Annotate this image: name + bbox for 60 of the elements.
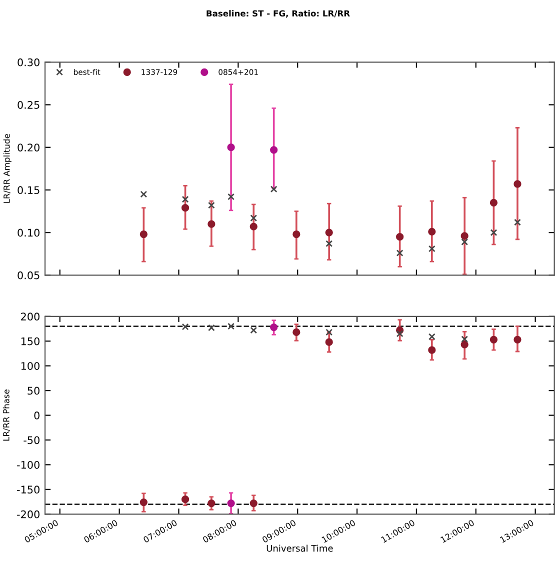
y-axis-title: LR/RR Amplitude	[3, 134, 12, 203]
y-tick-label: 0.10	[18, 228, 40, 237]
y-axis-title: LR/RR Phase	[2, 390, 10, 441]
point	[250, 214, 258, 222]
point	[227, 499, 235, 508]
point	[208, 324, 215, 332]
point	[182, 196, 189, 203]
x-axis-title: Universal Time	[266, 544, 333, 552]
point	[208, 499, 216, 508]
point	[140, 190, 148, 198]
y-tick-label: -200	[17, 510, 40, 518]
point	[514, 180, 522, 188]
point	[228, 322, 235, 330]
point	[396, 330, 404, 338]
point	[270, 146, 278, 154]
y-tick-label: -50	[24, 436, 40, 444]
point	[490, 336, 498, 344]
point	[326, 240, 333, 248]
y-tick-label: -150	[17, 486, 40, 494]
y-tick-label: 0	[34, 412, 40, 420]
point	[250, 222, 258, 230]
point	[428, 228, 436, 236]
y-tick-label: 0.25	[18, 100, 40, 109]
y-tick-label: -100	[17, 460, 40, 469]
point	[460, 232, 468, 240]
point	[250, 326, 258, 334]
point	[428, 346, 436, 354]
point	[181, 495, 190, 504]
point	[428, 245, 436, 252]
y-tick-label: 50	[28, 386, 40, 395]
y-tick-label: 0.30	[18, 58, 40, 66]
point	[490, 198, 498, 207]
point	[460, 340, 468, 348]
point	[396, 232, 404, 241]
chart-title: Baseline: ST - FG, Ratio: LR/RR	[206, 10, 350, 18]
y-tick-label: 0.20	[18, 144, 40, 152]
y-tick-label: 200	[21, 312, 40, 321]
point	[140, 498, 148, 506]
point	[208, 220, 216, 228]
point	[140, 230, 148, 238]
point	[325, 338, 333, 346]
point	[250, 499, 258, 508]
y-tick-label: 0.15	[18, 186, 40, 194]
point	[292, 230, 300, 238]
point	[292, 328, 300, 336]
point	[490, 229, 498, 236]
point	[514, 218, 521, 226]
point	[514, 336, 522, 344]
point	[181, 204, 190, 212]
point	[270, 323, 278, 332]
point	[227, 144, 235, 152]
point	[325, 228, 333, 236]
point	[461, 238, 468, 246]
point	[182, 323, 189, 330]
y-tick-label: 150	[21, 337, 40, 346]
y-tick-label: 100	[21, 362, 40, 370]
point	[396, 250, 404, 256]
point	[461, 336, 468, 343]
point	[228, 193, 235, 200]
y-tick-label: 0.05	[18, 271, 40, 280]
